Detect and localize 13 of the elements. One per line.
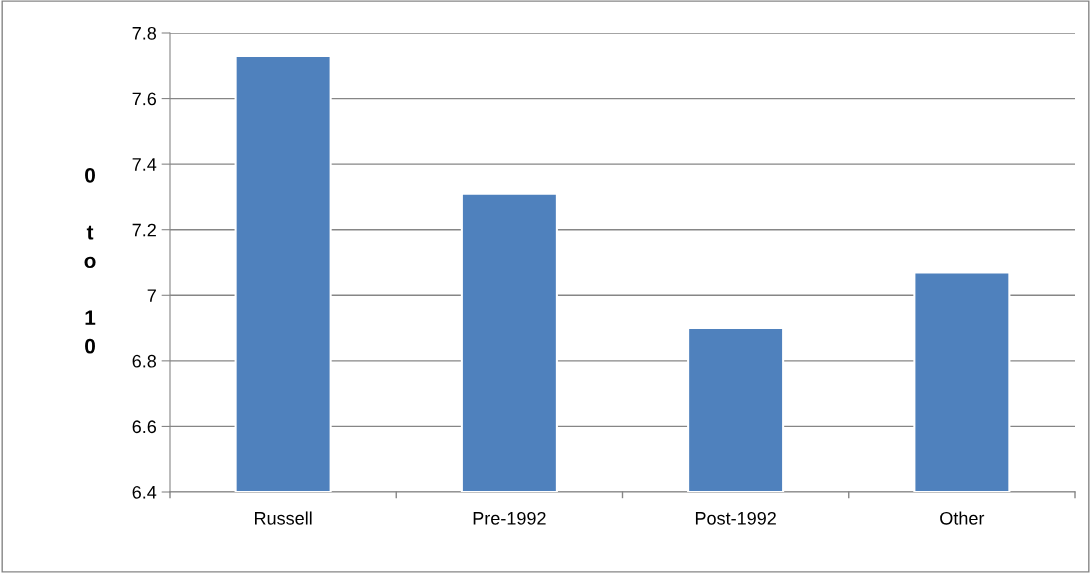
y-tick-label: 6.8 [132,354,157,368]
y-tick-label: 6.6 [132,420,157,434]
x-tick-label: Post-1992 [695,511,776,525]
x-tick-label: Pre-1992 [473,511,546,525]
y-tick-label: 7.6 [132,92,157,106]
text: 0 to 10 [84,167,96,354]
y-tick-label: 7.2 [132,223,156,237]
y-tick-label: 7 [147,289,156,302]
y-tick-label: 7.4 [132,158,157,171]
y-tick-label: 6.4 [132,485,157,499]
y-tick-label: 7.8 [132,26,157,40]
x-tick-label: Russell [255,511,312,525]
x-tick-label: Other [940,511,985,525]
